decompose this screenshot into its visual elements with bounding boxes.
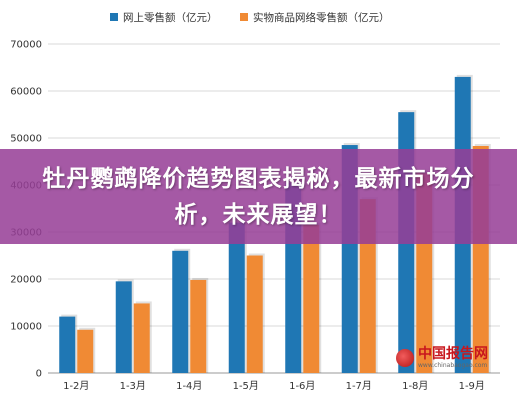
x-tick-label: 1-6月 [289,380,315,392]
bar [77,329,94,373]
legend-label: 网上零售额（亿元） [123,11,218,24]
y-tick-label: 0 [36,369,42,380]
bar [303,224,320,373]
bar [228,222,245,373]
x-tick-label: 1-2月 [63,380,89,392]
y-tick-label: 50000 [10,134,42,145]
bar [172,250,189,373]
watermark-text: 中国报告网 www.chinabaogao.com [418,347,488,369]
watermark: 中国报告网 www.chinabaogao.com [396,345,508,371]
bar [246,255,263,373]
legend-label: 实物商品网络零售额（亿元） [253,11,390,24]
watermark-url: www.chinabaogao.com [418,362,488,369]
title-banner: 牡丹鹦鹉降价趋势图表揭秘，最新市场分析，未来展望！ [0,149,517,244]
legend-swatch [110,13,118,21]
x-tick-label: 1-4月 [176,380,202,392]
bar [133,303,150,373]
x-tick-label: 1-5月 [233,380,259,392]
bar [59,316,76,373]
x-tick-label: 1-7月 [346,380,372,392]
x-axis-ticks: 1-2月 1-3月 1-4月 1-5月 1-6月 1-7月 1-8月 1-9月 [63,380,485,392]
x-tick-label: 1-9月 [459,380,485,392]
banner-title: 牡丹鹦鹉降价趋势图表揭秘，最新市场分析，未来展望！ [42,165,475,228]
watermark-name: 中国报告网 [418,346,488,362]
legend-swatch [240,13,248,21]
y-tick-label: 70000 [10,40,42,51]
x-tick-label: 1-8月 [402,380,428,392]
y-tick-label: 60000 [10,87,42,98]
y-tick-label: 20000 [10,275,42,286]
legend: 网上零售额（亿元） 实物商品网络零售额（亿元） [110,11,390,24]
y-tick-label: 10000 [10,322,42,333]
x-tick-label: 1-3月 [120,380,146,392]
bar [190,279,207,373]
logo-icon [396,349,414,367]
bar [115,281,132,373]
